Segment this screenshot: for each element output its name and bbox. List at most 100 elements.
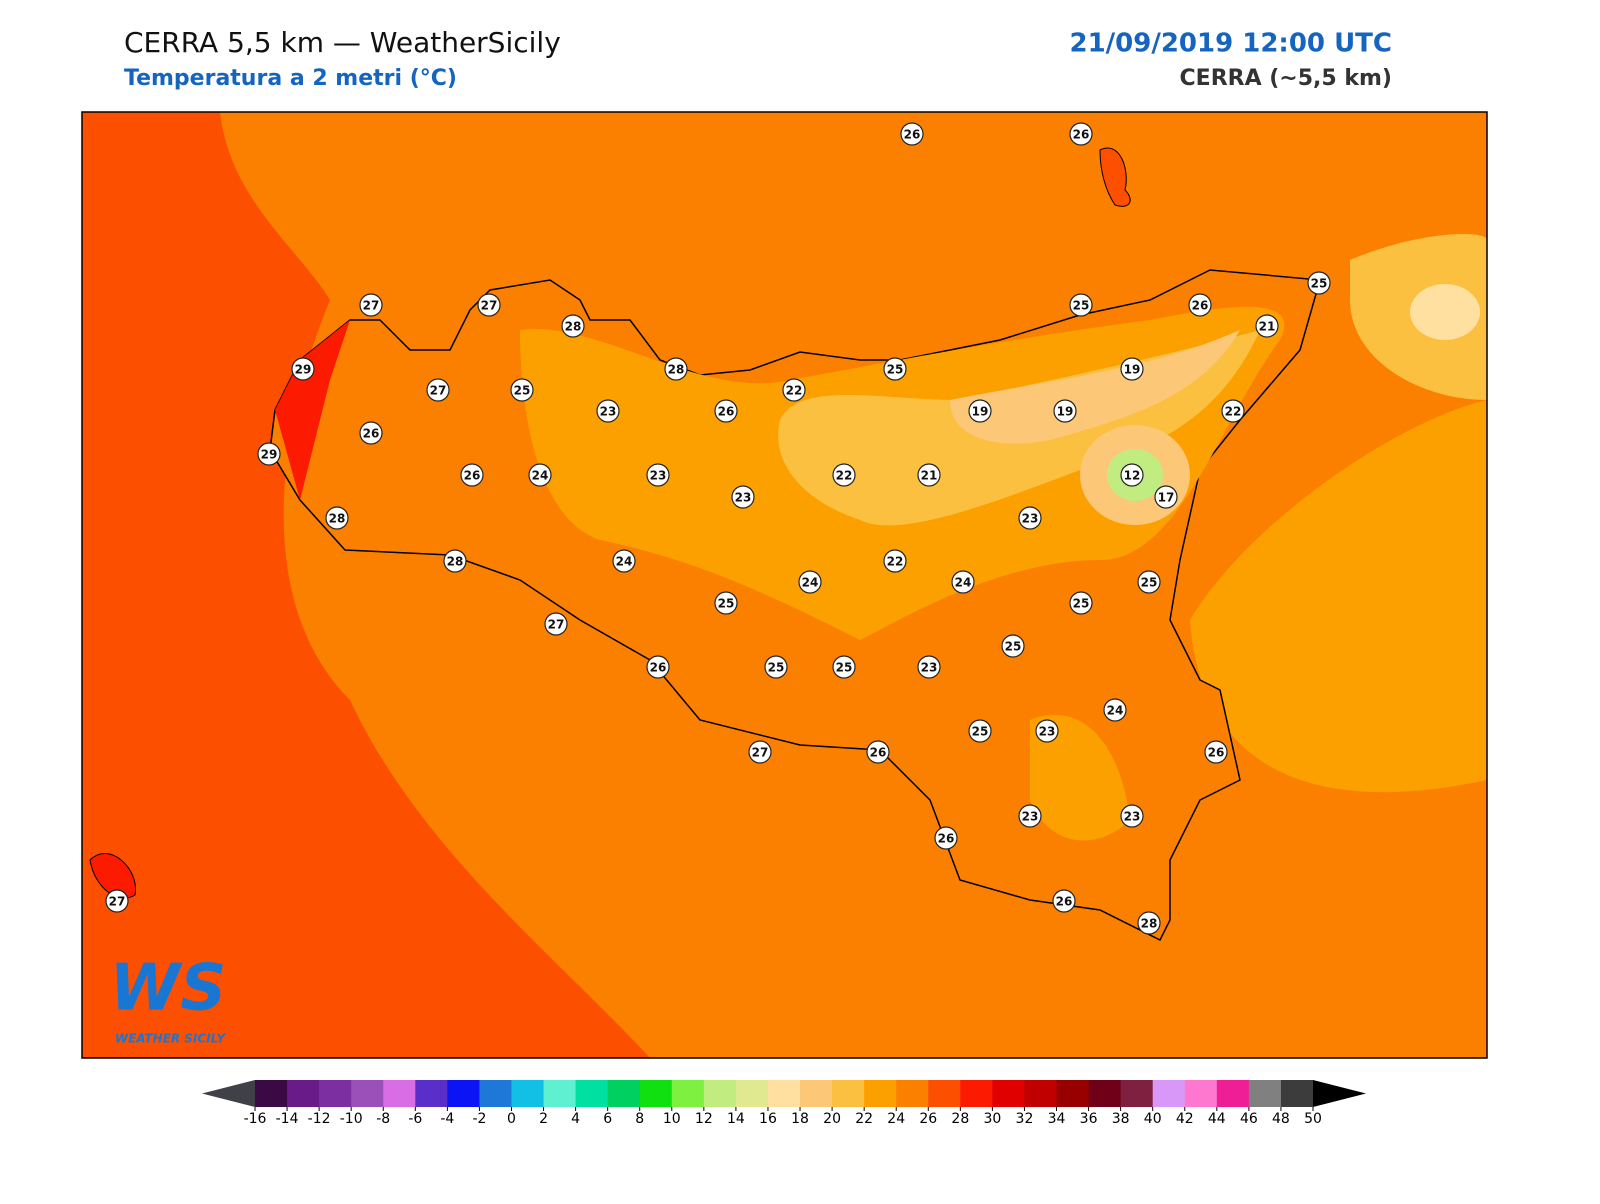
station-value: 26 bbox=[650, 661, 667, 675]
station-marker bbox=[257, 442, 281, 466]
station-marker bbox=[105, 889, 129, 913]
colorbar-box bbox=[511, 1080, 545, 1107]
station-marker bbox=[1035, 719, 1059, 743]
station-marker bbox=[866, 740, 890, 764]
station-value: 27 bbox=[109, 895, 126, 909]
colorbar-box bbox=[960, 1080, 993, 1107]
station-value: 25 bbox=[514, 384, 531, 398]
station-value: 27 bbox=[430, 384, 447, 398]
station-value: 28 bbox=[447, 555, 464, 569]
station-marker bbox=[359, 293, 383, 317]
colorbar-label: 16 bbox=[759, 1111, 777, 1127]
station-marker bbox=[460, 463, 484, 487]
station-value: 21 bbox=[921, 469, 938, 483]
station-value: 25 bbox=[887, 363, 904, 377]
colorbar-box bbox=[1280, 1080, 1314, 1107]
station-marker bbox=[561, 314, 585, 338]
colorbar-box bbox=[928, 1080, 961, 1107]
colorbar-box bbox=[1024, 1080, 1058, 1107]
station-value: 21 bbox=[1259, 320, 1276, 334]
station-marker bbox=[664, 357, 688, 381]
colorbar-box bbox=[607, 1080, 641, 1107]
station-marker bbox=[646, 463, 670, 487]
station-marker bbox=[832, 655, 856, 679]
colorbar-box bbox=[832, 1080, 865, 1107]
colorbar-label: 50 bbox=[1304, 1111, 1322, 1127]
colorbar-box bbox=[800, 1080, 833, 1107]
station-value: 23 bbox=[1039, 725, 1056, 739]
station-value: 26 bbox=[938, 832, 955, 846]
colorbar-over bbox=[1313, 1080, 1366, 1107]
station-value: 24 bbox=[616, 555, 633, 569]
colorbar-label: 48 bbox=[1272, 1111, 1290, 1127]
station-marker bbox=[1120, 463, 1144, 487]
colorbar-label: 8 bbox=[635, 1111, 644, 1127]
station-value: 23 bbox=[1022, 810, 1039, 824]
colorbar-box bbox=[319, 1080, 352, 1107]
station-marker bbox=[1052, 889, 1076, 913]
map: WS WEATHER SICILY bbox=[81, 111, 1488, 1059]
colorbar-label: 34 bbox=[1048, 1111, 1066, 1127]
station-marker bbox=[883, 357, 907, 381]
colorbar-label: 26 bbox=[919, 1111, 937, 1127]
colorbar-box bbox=[1248, 1080, 1282, 1107]
colorbar-label: 4 bbox=[571, 1111, 580, 1127]
station-value: 24 bbox=[532, 469, 549, 483]
station-marker bbox=[1188, 293, 1212, 317]
colorbar-box bbox=[287, 1080, 320, 1107]
station-marker bbox=[646, 655, 670, 679]
station-marker bbox=[544, 612, 568, 636]
colorbar-label: 18 bbox=[791, 1111, 809, 1127]
warm-coast bbox=[275, 320, 350, 550]
colorbar-box bbox=[255, 1080, 288, 1107]
station-value: 26 bbox=[1073, 128, 1090, 142]
station-marker bbox=[1120, 357, 1144, 381]
iblei bbox=[1030, 714, 1130, 841]
colorbar-label: -10 bbox=[340, 1111, 363, 1127]
station-marker bbox=[325, 506, 349, 530]
colorbar-label: -12 bbox=[308, 1111, 331, 1127]
station-marker bbox=[1221, 399, 1245, 423]
station-value: 25 bbox=[768, 661, 785, 675]
subtitle: Temperatura a 2 metri (°C) bbox=[124, 66, 457, 91]
station-marker bbox=[291, 357, 315, 381]
colorbar-label: 14 bbox=[727, 1111, 745, 1127]
colorbar-label: 38 bbox=[1112, 1111, 1130, 1127]
colorbar-label: 10 bbox=[663, 1111, 681, 1127]
station-value: 19 bbox=[972, 405, 989, 419]
station-value: 12 bbox=[1124, 469, 1141, 483]
colorbar-label: 42 bbox=[1176, 1111, 1194, 1127]
station-value: 22 bbox=[836, 469, 853, 483]
station-marker bbox=[426, 378, 450, 402]
station-value: 23 bbox=[650, 469, 667, 483]
station-marker bbox=[1069, 591, 1093, 615]
station-marker bbox=[782, 378, 806, 402]
colorbar-label: 30 bbox=[983, 1111, 1001, 1127]
colorbar-label: 40 bbox=[1144, 1111, 1162, 1127]
station-marker bbox=[917, 463, 941, 487]
station-marker bbox=[1255, 314, 1279, 338]
station-marker bbox=[1018, 506, 1042, 530]
station-marker bbox=[528, 463, 552, 487]
colorbar-box bbox=[1088, 1080, 1122, 1107]
station-marker bbox=[968, 399, 992, 423]
station-marker bbox=[1137, 911, 1161, 935]
logo-name: WEATHER SICILY bbox=[115, 1032, 227, 1046]
colorbar-label: -2 bbox=[472, 1111, 486, 1127]
station-value: 29 bbox=[295, 363, 312, 377]
station-marker bbox=[612, 549, 636, 573]
station-value: 26 bbox=[1208, 746, 1225, 760]
station-value: 28 bbox=[565, 320, 582, 334]
station-marker bbox=[1120, 804, 1144, 828]
station-value: 17 bbox=[1158, 491, 1175, 505]
station-value: 19 bbox=[1057, 405, 1074, 419]
colorbar-box bbox=[639, 1080, 673, 1107]
colorbar-box bbox=[767, 1080, 801, 1107]
station-value: 22 bbox=[1225, 405, 1242, 419]
title: CERRA 5,5 km — WeatherSicily bbox=[124, 26, 561, 59]
station-marker bbox=[951, 570, 975, 594]
aeolian bbox=[1099, 147, 1131, 207]
colorbar-label: 46 bbox=[1240, 1111, 1258, 1127]
colorbar-label: 28 bbox=[951, 1111, 969, 1127]
station-marker bbox=[832, 463, 856, 487]
